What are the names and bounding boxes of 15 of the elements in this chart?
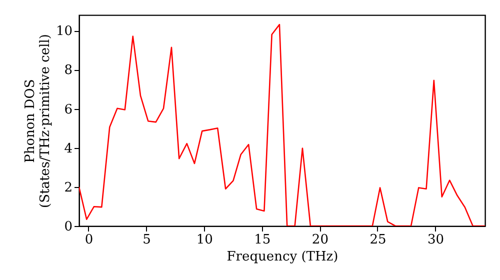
- x-tick-label: 10: [196, 232, 213, 248]
- x-tick-label: 5: [142, 232, 151, 248]
- y-axis-title: Phonon DOS (States/THz·primitive cell): [22, 34, 53, 208]
- x-axis-title: Frequency (THz): [226, 250, 338, 264]
- y-tick-label: 2: [64, 180, 72, 196]
- y-tick-label: 10: [56, 24, 72, 40]
- y-tick-label: 4: [64, 141, 72, 156]
- y-tick-label: 6: [64, 102, 72, 118]
- x-tick-label: 25: [370, 232, 386, 248]
- x-tick-label: 20: [312, 232, 328, 248]
- y-tick-label: 0: [64, 220, 72, 234]
- x-tick-label: 30: [428, 232, 444, 248]
- y-tick-label: 8: [64, 63, 72, 78]
- x-tick-label: 0: [84, 232, 94, 248]
- x-tick-label: 15: [254, 232, 271, 248]
